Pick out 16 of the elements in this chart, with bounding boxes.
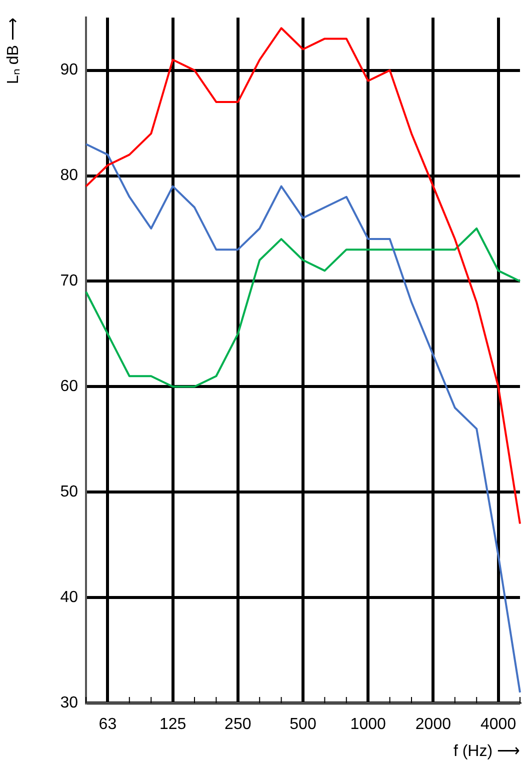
x-tick-label: 250	[224, 716, 252, 734]
y-tick-label: 40	[60, 588, 78, 606]
x-axis-title: f (Hz) ⟶	[453, 742, 520, 760]
x-tick-label: 2000	[415, 716, 452, 734]
y-axis-title: Lₙ dB ⟶	[5, 18, 22, 84]
y-tick-label: 50	[60, 484, 78, 501]
y-tick-label: 90	[60, 62, 78, 79]
y-tick-label: 60	[60, 378, 78, 396]
y-tick-label: 70	[60, 272, 78, 290]
x-tick-label: 500	[290, 716, 316, 734]
y-tick-label: 80	[60, 167, 78, 184]
x-tick-label: 125	[159, 716, 186, 734]
x-tick-label: 4000	[480, 716, 516, 734]
x-tick-label: 63	[98, 716, 117, 734]
x-tick-label: 1000	[350, 716, 386, 734]
y-tick-label: 30	[60, 694, 78, 712]
